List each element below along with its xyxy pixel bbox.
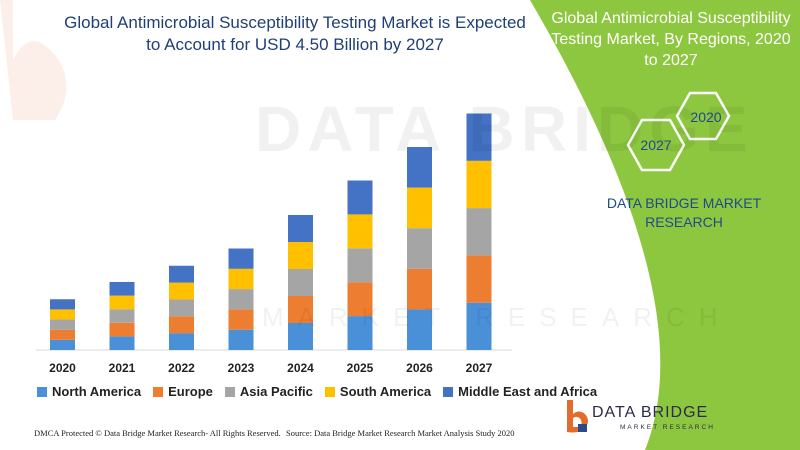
bar-segment-2023-2 — [228, 289, 254, 310]
stacked-bar-chart: 2020 2021 2022 2023 2024 2025 2026 2027 — [36, 113, 512, 375]
watermark-subtext: MARKET RESEARCH — [262, 302, 732, 332]
bar-segment-2021-1 — [109, 322, 135, 337]
legend-label: Middle East and Africa — [458, 384, 598, 399]
x-tick-label: 2027 — [466, 361, 493, 375]
legend-label: Europe — [168, 384, 213, 399]
bar-segment-2020-1 — [50, 329, 75, 340]
source-note: Source: Data Bridge Market Research Mark… — [286, 428, 515, 438]
green-side-panel — [530, 0, 800, 450]
legend-swatch — [224, 386, 235, 397]
legend-item-south-america: South America — [324, 384, 432, 399]
legend-item-north-america: North America — [37, 384, 141, 399]
bar-segment-2023-4 — [228, 248, 254, 269]
bar-segment-2027-0 — [466, 302, 492, 350]
x-tick-label: 2025 — [347, 361, 374, 375]
x-tick-label: 2021 — [109, 361, 136, 375]
data-bridge-logo-icon — [567, 400, 588, 433]
bar-segment-2021-3 — [109, 295, 135, 310]
bar-segment-2024-0 — [288, 323, 313, 350]
bar-segment-2022-0 — [169, 333, 194, 350]
chart-legend: North America Europe Asia Pacific South … — [37, 384, 609, 399]
copyright-notice: DMCA Protected © Data Bridge Market Rese… — [34, 428, 281, 438]
bar-segment-2026-3 — [407, 187, 432, 229]
bar-segment-2026-1 — [407, 268, 432, 310]
watermark-text: DATA BRIDGE — [255, 93, 754, 165]
hexagon-2027 — [626, 118, 686, 172]
bar-segment-2023-3 — [228, 268, 254, 290]
legend-label: North America — [52, 384, 142, 399]
bar-segment-2026-4 — [407, 147, 432, 188]
bar-segment-2021-0 — [109, 336, 135, 350]
bar-segment-2026-2 — [407, 228, 432, 269]
bar-segment-2024-1 — [288, 296, 313, 324]
bar-segment-2022-3 — [169, 282, 194, 300]
bar-segment-2027-4 — [466, 113, 492, 161]
bar-segment-2020-4 — [50, 299, 75, 310]
watermark-logo-shape — [0, 0, 67, 120]
x-tick-label: 2024 — [287, 361, 314, 375]
bar-segment-2022-4 — [169, 265, 194, 283]
bar-segment-2027-3 — [466, 160, 492, 209]
bar-segment-2027-2 — [466, 208, 492, 256]
legend-swatch — [324, 386, 335, 397]
bar-segment-2026-0 — [407, 309, 432, 350]
legend-label: Asia Pacific — [239, 384, 313, 399]
bar-segment-2020-0 — [50, 339, 75, 350]
legend-swatch — [443, 386, 454, 397]
bar-segment-2021-4 — [109, 281, 135, 296]
x-tick-label: 2022 — [168, 361, 195, 375]
bar-segment-2022-2 — [169, 299, 194, 317]
hex-year-2020: 2020 — [690, 109, 722, 125]
x-tick-label: 2026 — [406, 361, 433, 375]
x-tick-label: 2020 — [49, 361, 76, 375]
hexagon-2020 — [675, 91, 731, 141]
x-tick-label: 2023 — [228, 361, 255, 375]
legend-item-middle-east-africa: Middle East and Africa — [443, 384, 597, 399]
bar-segment-2025-2 — [347, 248, 373, 283]
hex-year-2027: 2027 — [640, 137, 672, 153]
legend-swatch — [153, 386, 164, 397]
logo-name: DATA BRIDGE — [592, 404, 709, 421]
bar-segment-2025-4 — [347, 180, 373, 215]
legend-item-europe: Europe — [153, 384, 213, 399]
legend-swatch — [37, 386, 47, 397]
bar-segment-2020-2 — [50, 319, 75, 330]
legend-item-asia-pacific: Asia Pacific — [224, 384, 313, 399]
bar-segment-2024-3 — [288, 242, 313, 270]
bar-segment-2020-3 — [50, 309, 75, 320]
bar-segment-2023-0 — [228, 329, 254, 350]
bar-segment-2027-1 — [466, 255, 492, 303]
bar-segment-2024-2 — [288, 269, 313, 297]
side-panel-brand: DATA BRIDGE MARKET RESEARCH — [606, 195, 762, 230]
legend-label: South America — [339, 384, 432, 399]
bar-segment-2025-3 — [347, 214, 373, 249]
bar-segment-2023-1 — [228, 309, 254, 330]
bar-segment-2024-4 — [288, 215, 313, 243]
bar-segment-2025-1 — [347, 282, 373, 317]
chart-title: Global Antimicrobial Susceptibility Test… — [64, 13, 526, 54]
bar-segment-2022-1 — [169, 316, 194, 334]
bar-segment-2021-2 — [109, 309, 135, 323]
side-panel-title: Global Antimicrobial Susceptibility Test… — [551, 10, 791, 69]
logo-subtitle: MARKET RESEARCH — [620, 424, 715, 431]
bar-segment-2025-0 — [347, 316, 373, 350]
